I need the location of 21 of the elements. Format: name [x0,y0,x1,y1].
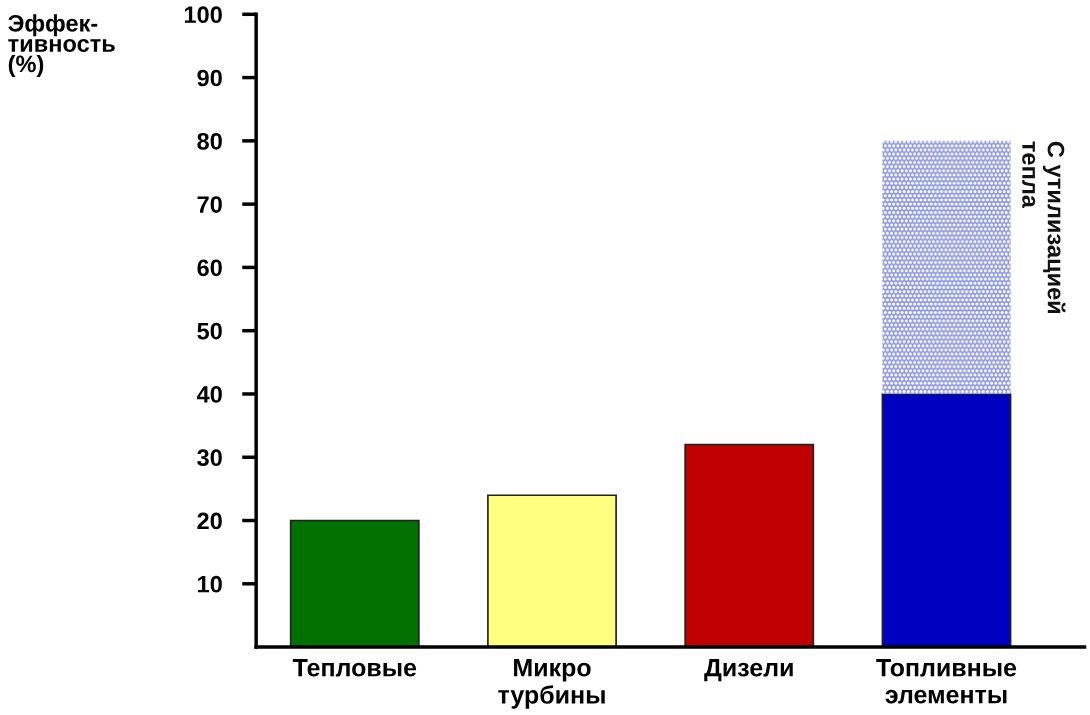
x-tick-label: Микро турбины [498,659,605,709]
y-tick-label: 80 [197,132,222,150]
x-tick-label: Топливные элементы [876,659,1017,704]
y-tick-label: 60 [197,259,222,277]
y-axis-title: Эффек- тивность (%) [8,14,115,77]
y-tick-label: 10 [198,575,222,593]
y-tick-label: 100 [184,6,222,24]
y-tick-label: 30 [197,449,222,467]
text: С утилизацией тепла [1022,141,1066,314]
bar [487,494,617,648]
y-tick-label: 50 [197,322,222,340]
bar [882,140,1011,394]
y-tick-label: 20 [197,512,222,530]
y-tick-label: 40 [196,386,222,403]
y-tick-label: 90 [197,69,222,87]
y-tick-label: 70 [197,196,222,213]
x-tick-label: Дизели [704,659,793,682]
bar [881,393,1012,648]
x-tick-label: Тепловые [292,659,417,677]
bar [684,443,815,648]
bar [289,519,420,648]
